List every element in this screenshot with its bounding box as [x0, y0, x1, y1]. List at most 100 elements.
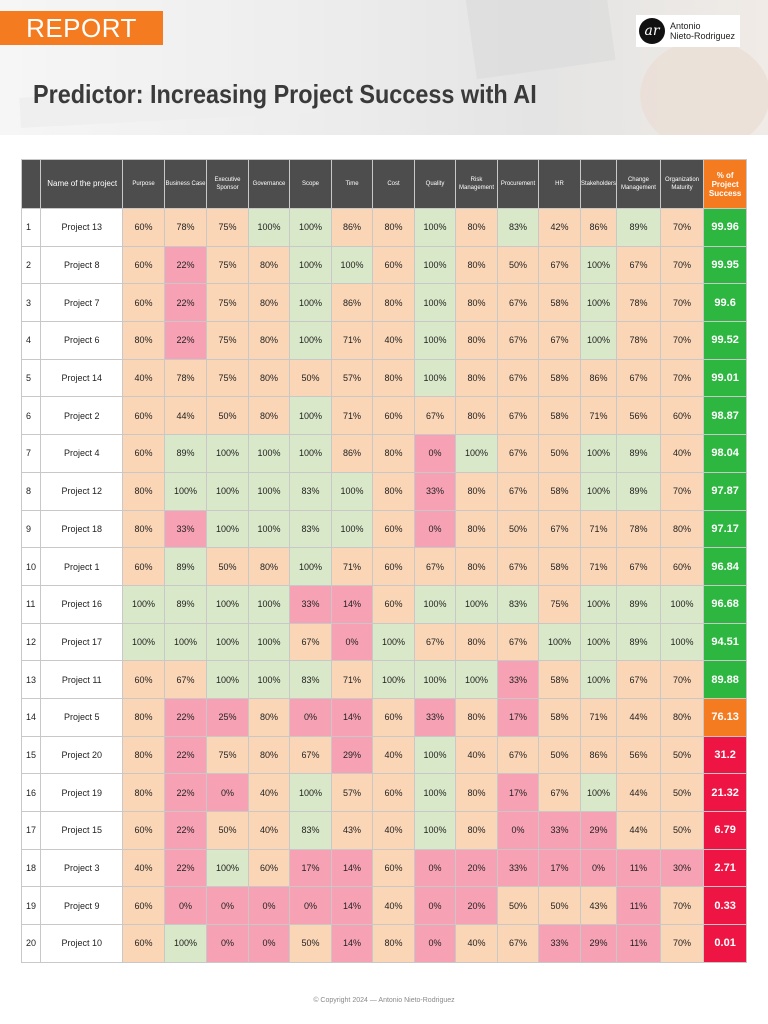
score-cell: 100% [659, 622, 705, 662]
score-cell: 80% [455, 509, 498, 549]
table-row: 9 Project 18 80% 33% 100% 100% 83% 100% 60% 0% 80%… [20, 509, 747, 549]
project-name: Project 6 [40, 321, 124, 360]
score-cell: 75% [206, 735, 249, 775]
score-cell: 86% [330, 283, 374, 323]
score-cell: 67% [496, 358, 540, 398]
score-cell: 60% [122, 245, 165, 285]
score-cell: 86% [579, 208, 618, 247]
score-cell: 70% [659, 245, 705, 285]
score-cell: 60% [122, 924, 165, 963]
success-percentage: 0.33 [703, 886, 747, 926]
score-cell: 50% [538, 886, 581, 926]
score-cell: 86% [330, 434, 374, 473]
score-cell: 80% [455, 622, 498, 662]
score-cell: 0% [579, 848, 618, 888]
score-cell: 70% [659, 886, 705, 926]
score-cell: 100% [247, 584, 291, 624]
score-cell: 100% [206, 509, 249, 549]
score-cell: 80% [372, 471, 415, 511]
score-cell: 22% [163, 321, 208, 360]
score-cell: 60% [372, 509, 415, 549]
score-cell: 80% [247, 321, 291, 360]
score-cell: 100% [163, 622, 208, 662]
score-cell: 100% [413, 283, 457, 323]
score-cell: 60% [122, 434, 165, 473]
score-cell: 100% [247, 471, 291, 511]
table-row: 10 Project 1 60% 89% 50% 80% 100% 71% 60% 67% 80% 6… [20, 547, 747, 586]
table-header-row: Name of the project Purpose Business Case E… [20, 159, 747, 209]
row-index: 14 [20, 697, 42, 737]
score-cell: 100% [206, 848, 249, 888]
column-header-criterion: Stakeholders [579, 159, 618, 209]
score-cell: 60% [122, 811, 165, 850]
score-cell: 71% [579, 547, 618, 586]
success-percentage: 99.96 [703, 208, 747, 247]
success-percentage: 94.51 [703, 622, 747, 662]
success-percentage: 98.04 [703, 434, 747, 473]
project-name: Project 14 [40, 358, 124, 398]
score-cell: 80% [372, 358, 415, 398]
row-index: 7 [20, 434, 42, 473]
score-cell: 70% [659, 660, 705, 699]
score-cell: 50% [659, 811, 705, 850]
row-index: 16 [20, 773, 42, 812]
table-row: 19 Project 9 60% 0% 0% 0% 0% 14% 40% 0% 20% 50% 50% 4… [20, 886, 747, 926]
score-cell: 0% [496, 811, 540, 850]
score-cell: 80% [372, 924, 415, 963]
score-cell: 70% [659, 471, 705, 511]
table-row: 1 Project 13 60% 78% 75% 100% 100% 86% 80% 100% 80… [20, 208, 747, 247]
score-cell: 80% [372, 208, 415, 247]
project-name: Project 4 [40, 434, 124, 473]
score-cell: 33% [496, 848, 540, 888]
project-success-table: Name of the project Purpose Business Case E… [20, 159, 747, 963]
score-cell: 67% [413, 622, 457, 662]
score-cell: 100% [122, 584, 165, 624]
score-cell: 33% [413, 471, 457, 511]
score-cell: 100% [579, 245, 618, 285]
score-cell: 67% [496, 434, 540, 473]
score-cell: 56% [616, 735, 661, 775]
project-name: Project 19 [40, 773, 124, 812]
brand-name-line1: Antonio [670, 21, 701, 31]
score-cell: 80% [455, 208, 498, 247]
score-cell: 0% [413, 509, 457, 549]
score-cell: 60% [247, 848, 291, 888]
score-cell: 100% [289, 396, 332, 436]
project-name: Project 12 [40, 471, 124, 511]
table-row: 12 Project 17 100% 100% 100% 100% 67% 0% 100% 67%… [20, 622, 747, 662]
score-cell: 0% [206, 886, 249, 926]
score-cell: 100% [538, 622, 581, 662]
score-cell: 78% [616, 283, 661, 323]
score-cell: 80% [455, 358, 498, 398]
project-name: Project 16 [40, 584, 124, 624]
score-cell: 60% [372, 245, 415, 285]
score-cell: 80% [455, 245, 498, 285]
score-cell: 80% [247, 735, 291, 775]
success-percentage: 0.01 [703, 924, 747, 963]
success-percentage: 96.84 [703, 547, 747, 586]
score-cell: 100% [289, 283, 332, 323]
column-header-name: Name of the project [40, 159, 124, 209]
score-cell: 33% [538, 924, 581, 963]
score-cell: 71% [579, 396, 618, 436]
column-header-index [20, 159, 42, 209]
score-cell: 60% [659, 547, 705, 586]
score-cell: 100% [289, 321, 332, 360]
score-cell: 0% [289, 886, 332, 926]
project-name: Project 9 [40, 886, 124, 926]
background-decoration [640, 40, 768, 135]
score-cell: 14% [330, 697, 374, 737]
row-index: 1 [20, 208, 42, 247]
score-cell: 67% [538, 509, 581, 549]
score-cell: 100% [247, 434, 291, 473]
score-cell: 78% [163, 358, 208, 398]
column-header-criterion: Risk Management [455, 159, 498, 209]
score-cell: 0% [413, 848, 457, 888]
project-name: Project 17 [40, 622, 124, 662]
score-cell: 100% [330, 245, 374, 285]
column-header-criterion: Governance [247, 159, 291, 209]
score-cell: 86% [330, 208, 374, 247]
table-body: 1 Project 13 60% 78% 75% 100% 100% 86% 80% 100% 80… [20, 208, 747, 963]
score-cell: 75% [206, 358, 249, 398]
column-header-criterion: Scope [289, 159, 332, 209]
